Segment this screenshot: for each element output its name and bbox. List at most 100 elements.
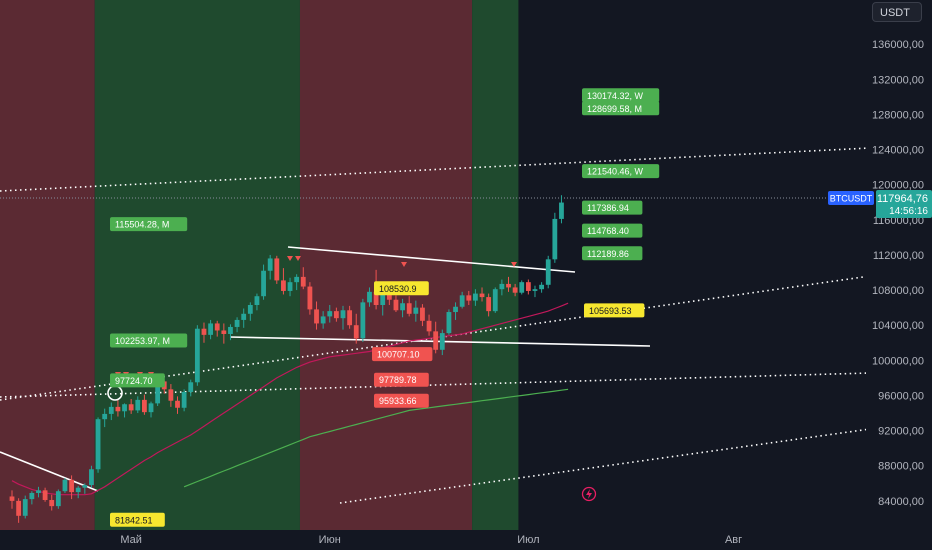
price-label-text: 100707.10 — [377, 350, 420, 360]
y-tick-label: 92000,00 — [878, 426, 924, 438]
candle-body — [559, 202, 564, 219]
y-tick-label: 96000,00 — [878, 390, 924, 402]
candle-body — [486, 297, 492, 312]
candle — [446, 309, 452, 335]
price-label-bg — [374, 372, 429, 387]
currency-selector[interactable]: USDT — [872, 2, 922, 22]
candle-body — [373, 291, 379, 305]
price-label: 100707.10 — [372, 347, 433, 362]
candle-body — [492, 289, 498, 312]
y-tick-label: 88000,00 — [878, 461, 924, 473]
candle-body — [307, 286, 313, 310]
candle — [539, 282, 544, 293]
candle — [320, 311, 326, 329]
candle-body — [406, 303, 412, 314]
x-tick-label: Авг — [725, 534, 742, 546]
candle-body — [115, 406, 121, 412]
candle-body — [539, 284, 544, 290]
signal-marker-icon — [401, 262, 407, 267]
candle — [194, 325, 200, 386]
candle-body — [532, 289, 538, 291]
price-label-bg — [582, 200, 643, 215]
candle — [294, 274, 300, 291]
candle-body — [281, 280, 286, 291]
price-level-labels: 130174.32, W 128699.58, M 121540.46, W 1173… — [110, 88, 660, 527]
candle — [148, 401, 154, 418]
symbol-tag: BTCUSDT — [828, 191, 874, 205]
candle — [300, 267, 306, 290]
candle — [453, 302, 458, 320]
candle — [122, 403, 127, 418]
candle-body — [320, 316, 326, 324]
price-label-text: 81842.51 — [115, 515, 153, 525]
zone-backgrounds — [0, 0, 519, 530]
candle — [532, 285, 538, 298]
candle — [340, 305, 346, 330]
candle — [247, 302, 253, 321]
candle-body — [426, 320, 432, 332]
candle — [234, 317, 240, 333]
candle-body — [95, 419, 101, 470]
candle — [108, 402, 114, 421]
price-label-text: 105693.53 — [589, 306, 632, 316]
candle — [82, 483, 88, 494]
price-label-bg — [374, 281, 429, 296]
price-label-bg — [582, 246, 643, 261]
candle — [519, 280, 525, 295]
candle — [168, 384, 174, 407]
time-axis[interactable]: Май Июн Июл Авг — [0, 530, 932, 550]
candle — [274, 255, 280, 284]
price-axis[interactable]: 84000,00 88000,00 92000,00 96000,00 100000,0… — [866, 0, 932, 550]
candle-body — [261, 270, 266, 297]
candle-body — [552, 218, 558, 260]
candle-body — [545, 259, 551, 285]
candle-body — [499, 283, 505, 290]
y-tick-label: 128000,00 — [872, 109, 924, 121]
candle-body — [29, 492, 35, 500]
candlestick-series[interactable] — [9, 195, 564, 523]
candle-body — [9, 496, 15, 501]
candle — [95, 417, 101, 473]
candle — [214, 320, 220, 337]
price-label-text: 114768.40 — [587, 226, 629, 236]
candle-body — [433, 331, 439, 350]
bar-countdown: 14:56:16 — [889, 206, 928, 217]
candle-body — [168, 389, 174, 401]
candle-body — [69, 479, 74, 493]
price-label-text: 102253.97, M — [115, 336, 170, 346]
price-label-bg — [110, 217, 188, 232]
candle — [142, 394, 147, 415]
candle-body — [267, 258, 273, 271]
candle-body — [525, 282, 531, 291]
zone-red — [299, 0, 473, 530]
candle-body — [241, 313, 247, 320]
candle-body — [194, 328, 200, 383]
candle-body — [135, 399, 141, 411]
price-label: 130174.32, W — [582, 88, 660, 103]
solid-trend-line — [287, 246, 576, 273]
time-axis-bg — [0, 530, 932, 550]
candle — [75, 485, 81, 499]
candle-body — [254, 296, 260, 305]
candle-body — [128, 404, 134, 411]
last-price-value: 117964,76 — [877, 193, 928, 205]
candle — [499, 279, 505, 296]
price-label-bg — [582, 223, 643, 238]
candle — [406, 296, 412, 317]
price-label-text: 97724.70 — [115, 376, 153, 386]
candle — [545, 255, 551, 289]
price-label: 97724.70 — [110, 373, 165, 388]
candle — [281, 268, 286, 295]
candle — [353, 313, 359, 344]
candle-body — [148, 403, 154, 413]
candle — [241, 308, 247, 328]
candle-body — [214, 323, 220, 331]
symbol-tag-text: BTCUSDT — [830, 194, 873, 204]
candle — [254, 293, 260, 311]
price-label-bg — [584, 303, 645, 318]
price-label-text: 112189.86 — [587, 249, 629, 259]
candle-body — [479, 293, 485, 298]
price-label: 81842.51 — [110, 512, 165, 527]
